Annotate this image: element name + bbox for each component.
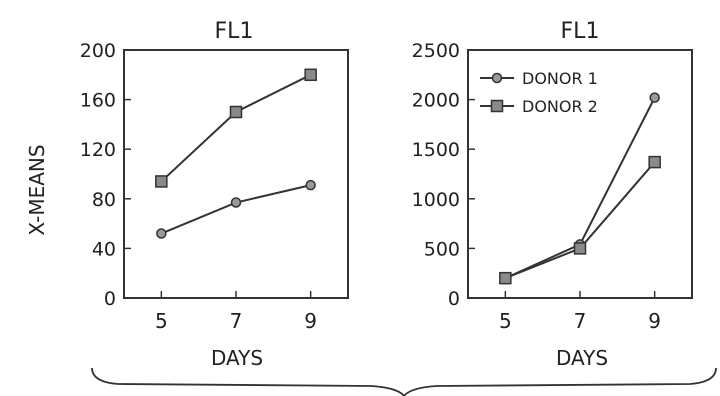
panel-left-frame (123, 49, 349, 299)
panel-right-y-tick-label: 500 (424, 238, 460, 260)
panel-left-x-axis-label: DAYS (211, 346, 263, 370)
chart-panel-left: FL1 0 40 80 120 160 200 5 7 9 DAYS (80, 19, 349, 370)
legend-marker (490, 99, 504, 113)
panel-left-series-line-1 (160, 184, 311, 235)
panel-left-data-point (305, 179, 316, 191)
panel-right-y-tick-label: 1000 (412, 189, 460, 211)
panel-right-title: FL1 (561, 19, 600, 44)
panel-left-series (155, 68, 317, 239)
panel-left-x-tick-label: 5 (155, 309, 168, 333)
legend-marker (491, 72, 503, 84)
panel-right-y-tick-label: 2000 (412, 90, 460, 112)
panel-left-data-point (229, 105, 243, 119)
panel-left-data-point (156, 228, 167, 239)
panel-left-y-tick-label: 160 (80, 90, 116, 112)
panel-right-legend: DONOR 1 DONOR 2 (480, 69, 598, 116)
panel-right-ticks: 0 500 1000 1500 2000 2500 5 7 9 (412, 40, 661, 333)
panel-left-y-tick-label: 0 (104, 288, 116, 310)
panel-left-series-line-2 (160, 73, 312, 183)
panel-left-y-tick-label: 120 (80, 139, 116, 161)
panel-right-x-tick-label: 7 (574, 309, 587, 333)
panel-right-data-point (648, 155, 661, 169)
panel-left-y-tick-label: 200 (80, 40, 116, 62)
panel-left-title: FL1 (215, 19, 254, 44)
panel-left-ticks: 0 40 80 120 160 200 5 7 9 (80, 40, 317, 333)
panel-right-y-tick-label: 2500 (412, 40, 460, 62)
panel-right-x-tick-label: 5 (499, 309, 512, 333)
panel-right-x-tick-label: 9 (648, 309, 661, 333)
panel-left-x-tick-label: 7 (230, 309, 243, 333)
panel-right-data-point (499, 271, 512, 285)
y-axis-label: X-MEANS (25, 144, 49, 235)
panel-right-x-axis-label: DAYS (556, 346, 608, 370)
panel-right-series-line-2 (504, 161, 656, 280)
grouping-brace (91, 367, 717, 396)
panel-right-y-tick-label: 0 (448, 288, 460, 310)
panel-right-data-point (649, 92, 660, 103)
panel-left-y-tick-label: 40 (92, 238, 116, 260)
panel-left-data-point (230, 197, 242, 208)
panel-left-y-tick-label: 80 (92, 189, 116, 211)
panel-right-series (499, 92, 661, 285)
legend-label: DONOR 2 (522, 97, 598, 116)
legend-label: DONOR 1 (522, 69, 598, 88)
panel-right-data-point (573, 242, 587, 255)
panel-left-data-point (304, 68, 317, 82)
panel-left-x-tick-label: 9 (304, 309, 317, 333)
panel-right-y-tick-label: 1500 (412, 139, 460, 161)
panel-left-data-point (155, 175, 168, 188)
